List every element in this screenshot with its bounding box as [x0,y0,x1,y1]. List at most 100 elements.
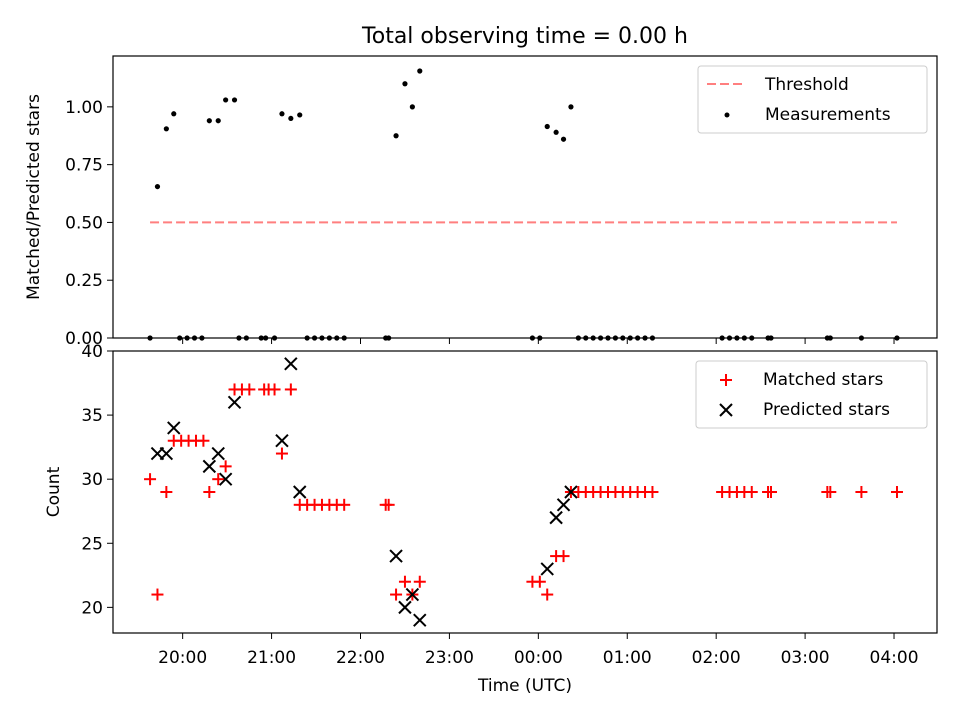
matched-star-point [160,486,173,498]
measurement-point [417,68,423,74]
ratio-y-tick-label: 0.00 [65,329,103,349]
measurement-point [215,118,221,124]
predicted-star-point [275,434,289,448]
measurement-point [171,111,177,117]
predicted-star-point [405,587,420,602]
measurement-point [605,335,611,341]
measurement-point [642,335,648,341]
measurement-point [553,129,559,135]
matched-star-point [765,486,778,498]
count-y-tick-label: 30 [81,470,103,490]
ratio-y-axis-label: Matched/Predicted stars [24,94,44,300]
predicted-star-point [398,600,412,615]
measurement-point [409,104,415,110]
ratio-y-axis-ticks: 0.00 0.25 0.50 0.75 1.00 [65,98,113,349]
measurement-point [529,335,536,341]
matched-star-point [268,383,281,396]
legend-predicted-swatch [719,403,733,417]
measurement-point [279,111,285,117]
count-y-tick-label: 20 [81,598,103,618]
ratio-y-tick-label: 0.50 [65,213,103,233]
legend-predicted-label: Predicted stars [763,400,890,420]
measurement-point [163,126,169,132]
measurement-point [568,104,574,110]
count-legend-frame [695,360,928,429]
predicted-star-point [284,357,298,371]
matched-stars-series [144,383,903,601]
measurement-point [583,335,589,341]
matched-star-point [144,473,157,486]
measurement-point [154,183,161,190]
chart-title: Total observing time = 0.00 h [361,24,688,49]
measurement-point [635,335,641,341]
measurement-point [258,335,264,341]
measurement-point [726,335,733,341]
count-y-tick-label: 35 [81,406,103,426]
count-x-tick-label: 03:00 [781,648,830,668]
matched-star-point [557,550,570,563]
measurement-point [402,81,408,87]
measurement-point [263,335,269,341]
predicted-star-point [556,498,571,512]
matched-star-point [824,486,837,498]
measurement-point [297,112,303,118]
measurement-point [288,115,294,122]
predicted-star-point [293,485,307,499]
measurement-point [177,335,183,341]
matched-star-point [243,383,256,396]
measurement-point [341,335,347,341]
legend-matched-swatch [720,374,732,386]
measurement-point [749,335,755,341]
count-panel: 20 25 30 35 40 20:00 21:00 22:00 23:00 00:00 01:0… [44,342,938,696]
matched-star-point [338,498,351,511]
predicted-star-point [549,510,563,525]
predicted-star-point [211,446,225,461]
count-y-tick-label: 25 [81,534,103,554]
count-legend: Matched stars Predicted stars [695,360,928,429]
ratio-x-axis-ticks [182,338,895,344]
matched-star-point [646,486,659,498]
measurement-point [243,335,249,341]
measurement-point [620,335,626,341]
matched-star-point [284,383,297,396]
matched-star-point [541,588,554,601]
measurement-point [741,335,747,341]
legend-measurements-swatch [724,112,730,118]
measurement-point [199,335,205,341]
count-x-tick-label: 01:00 [603,648,652,668]
measurement-point [271,335,278,341]
measurement-point [597,335,604,341]
count-y-tick-label: 40 [81,342,103,362]
measurement-point [858,335,865,341]
measurement-point [184,335,190,341]
legend-threshold-label: Threshold [764,75,849,95]
matched-star-point [855,486,868,498]
matched-star-point [413,575,426,588]
predicted-star-point [202,459,217,474]
count-x-axis-ticks: 20:00 21:00 22:00 23:00 00:00 01:00 02:00 03:00… [158,633,919,668]
measurement-point [649,335,656,341]
matched-star-point [151,588,164,601]
predicted-star-point [159,446,174,461]
matched-star-point [275,447,288,460]
ratio-y-tick-label: 1.00 [65,98,103,118]
matched-star-point [203,486,216,498]
ratio-legend-frame [697,65,928,134]
measurements-series [147,68,900,341]
measurement-point [386,335,392,341]
measurement-point [768,335,774,341]
ratio-legend: Threshold Measurements [697,65,928,134]
ratio-y-tick-label: 0.25 [65,271,103,291]
measurement-point [231,97,238,103]
measurement-point [223,97,229,103]
count-x-tick-label: 21:00 [247,648,296,668]
measurement-point [236,335,242,341]
measurement-point [334,335,340,341]
matched-star-point [382,498,395,511]
count-x-tick-label: 04:00 [870,648,919,668]
legend-measurements-label: Measurements [765,105,891,125]
count-y-axis-ticks: 20 25 30 35 40 [81,342,113,618]
matched-star-point [197,434,210,447]
count-x-tick-label: 02:00 [692,648,741,668]
